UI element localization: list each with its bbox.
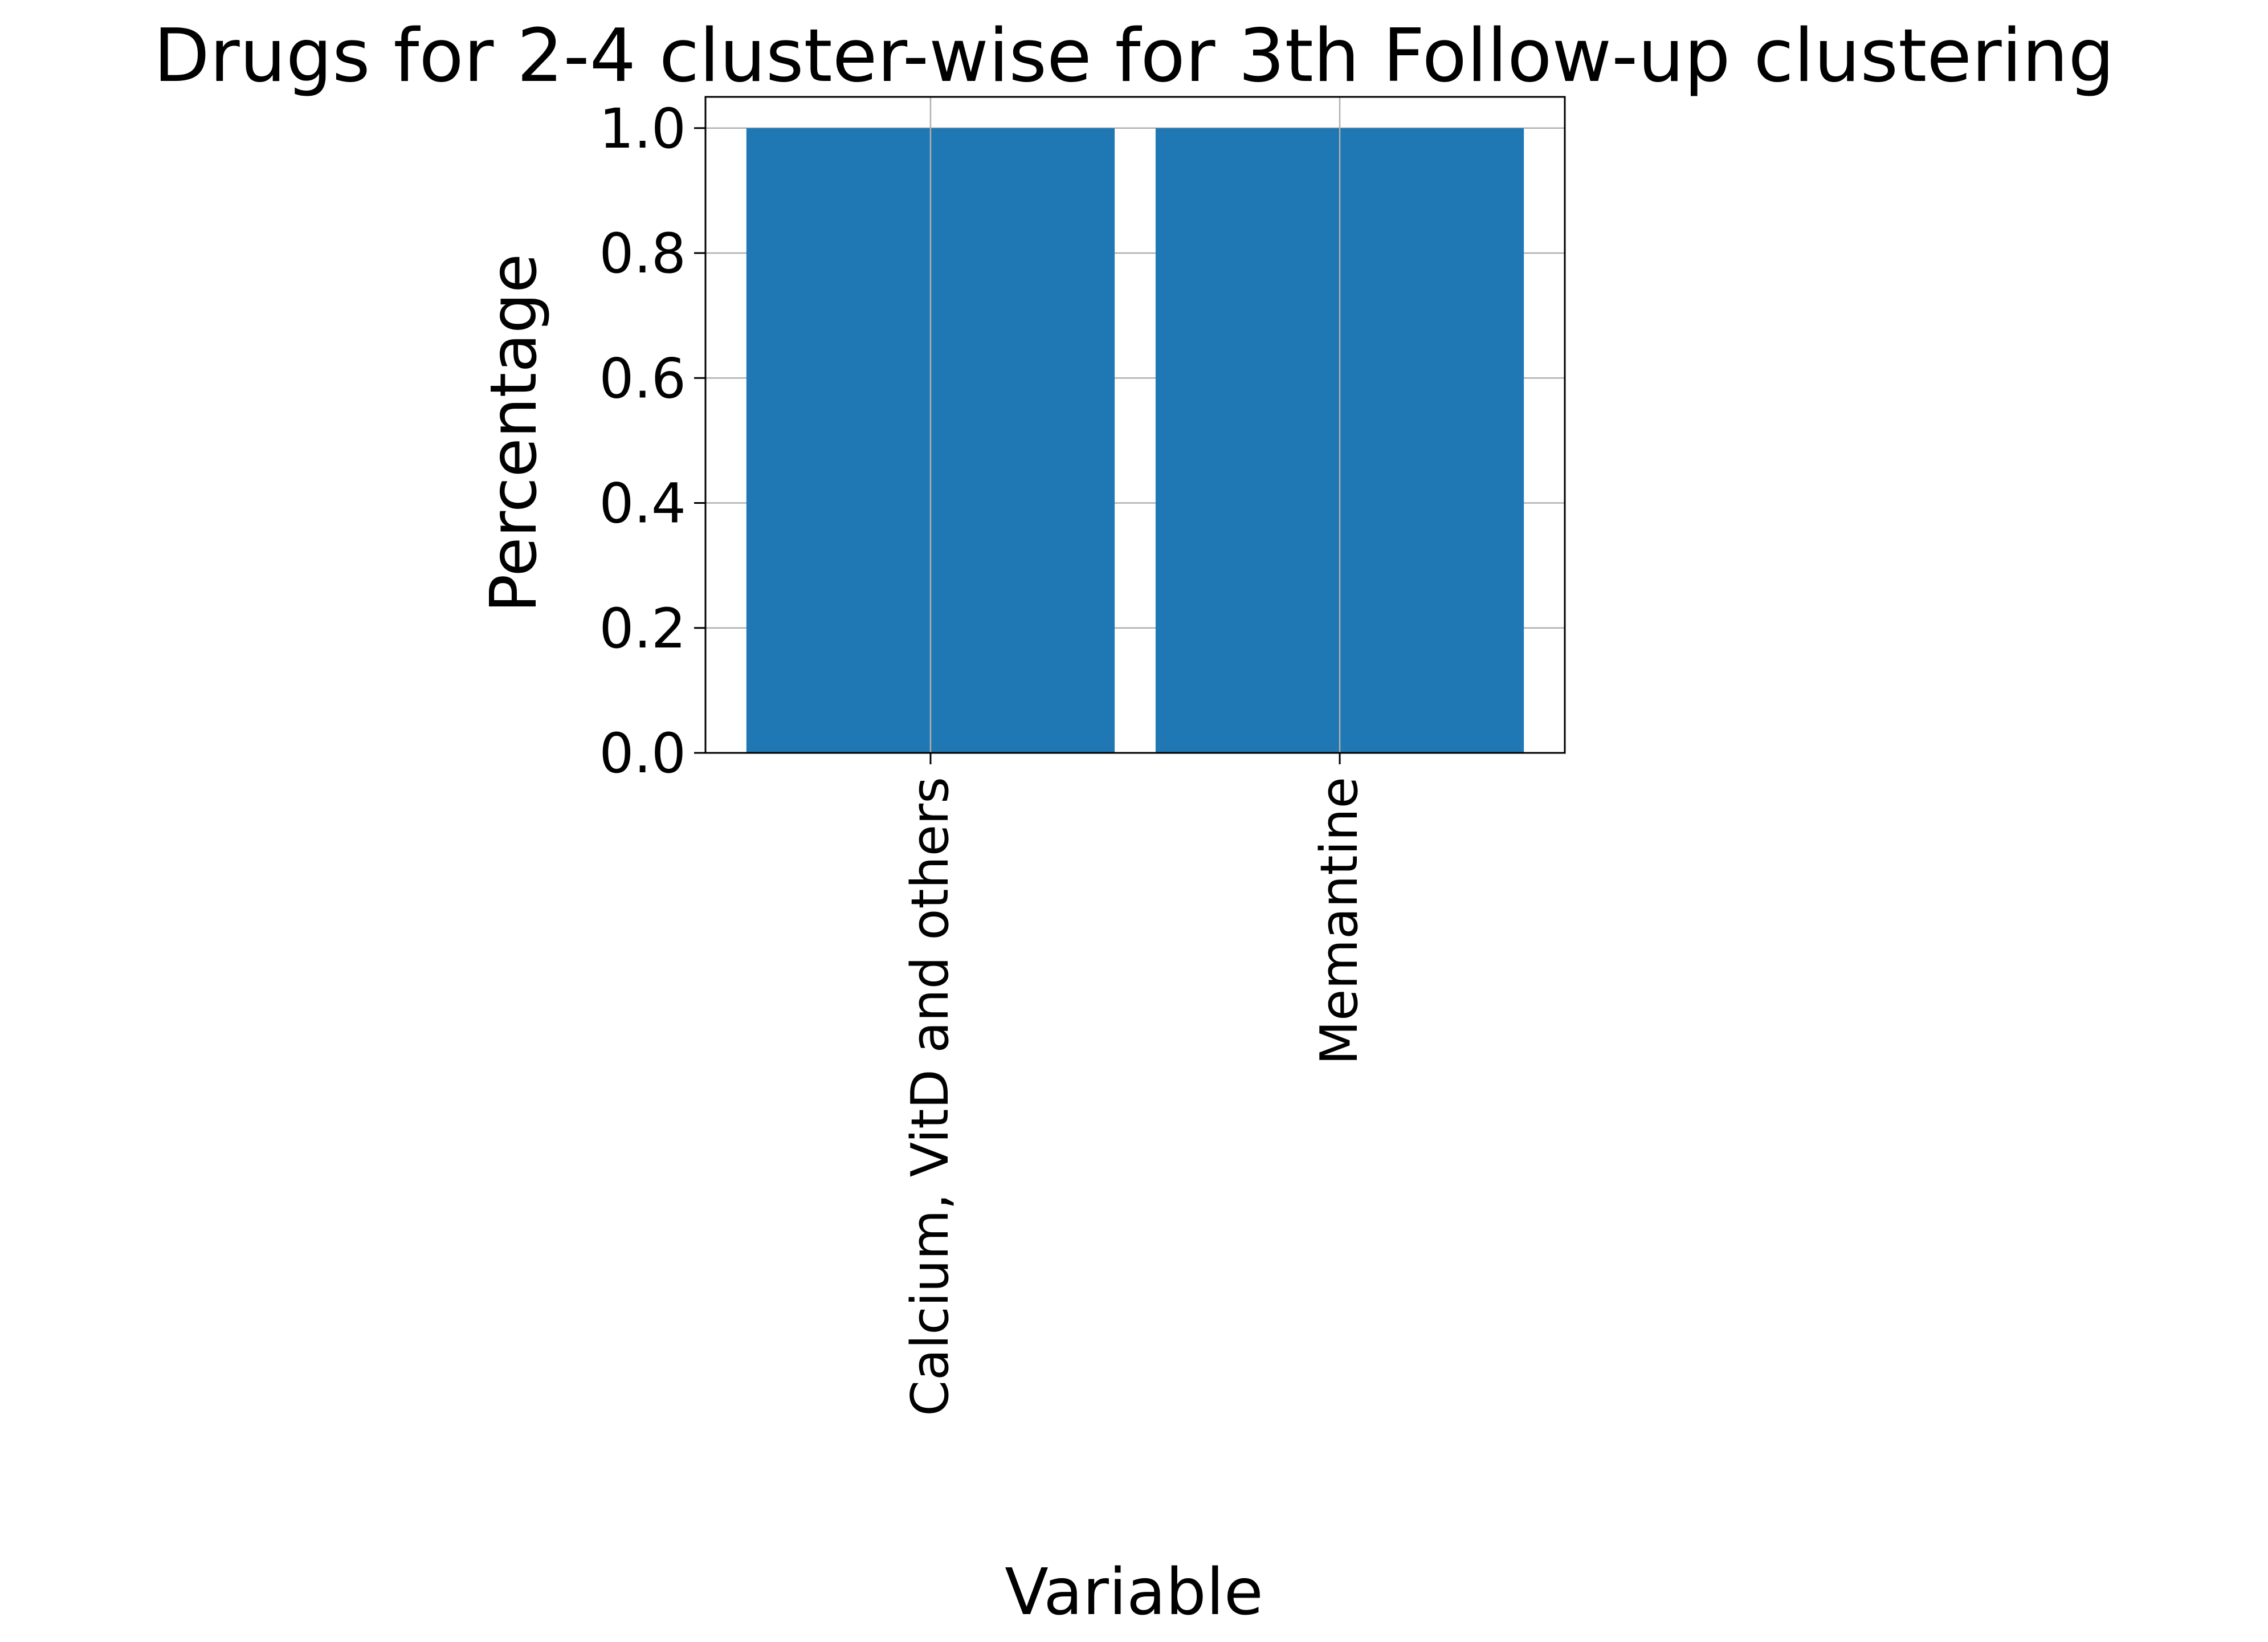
vertical-grid-lines bbox=[929, 97, 1341, 753]
x-tick-label: Memantine bbox=[1310, 777, 1369, 1065]
bars bbox=[746, 128, 1524, 753]
y-tick-label: 0.2 bbox=[599, 597, 686, 661]
x-tick-label: Calcium, VitD and others bbox=[900, 777, 960, 1416]
chart-title: Drugs for 2-4 cluster-wise for 3th Follo… bbox=[153, 14, 2114, 99]
y-tick-label: 0.8 bbox=[599, 222, 686, 286]
y-tick-label: 0.0 bbox=[599, 722, 686, 785]
y-tick-label: 0.6 bbox=[599, 347, 686, 410]
y-axis-ticks: 0.0 0.2 0.4 0.6 0.8 1.0 bbox=[599, 97, 705, 785]
y-axis-label: Percentage bbox=[477, 254, 551, 613]
y-tick-label: 0.4 bbox=[599, 472, 686, 536]
plot-frame bbox=[704, 96, 1566, 754]
x-axis-label: Variable bbox=[1005, 1555, 1263, 1629]
x-axis-ticks: Calcium, VitD and others Memantine bbox=[900, 753, 1369, 1416]
y-tick-label: 1.0 bbox=[599, 97, 686, 161]
